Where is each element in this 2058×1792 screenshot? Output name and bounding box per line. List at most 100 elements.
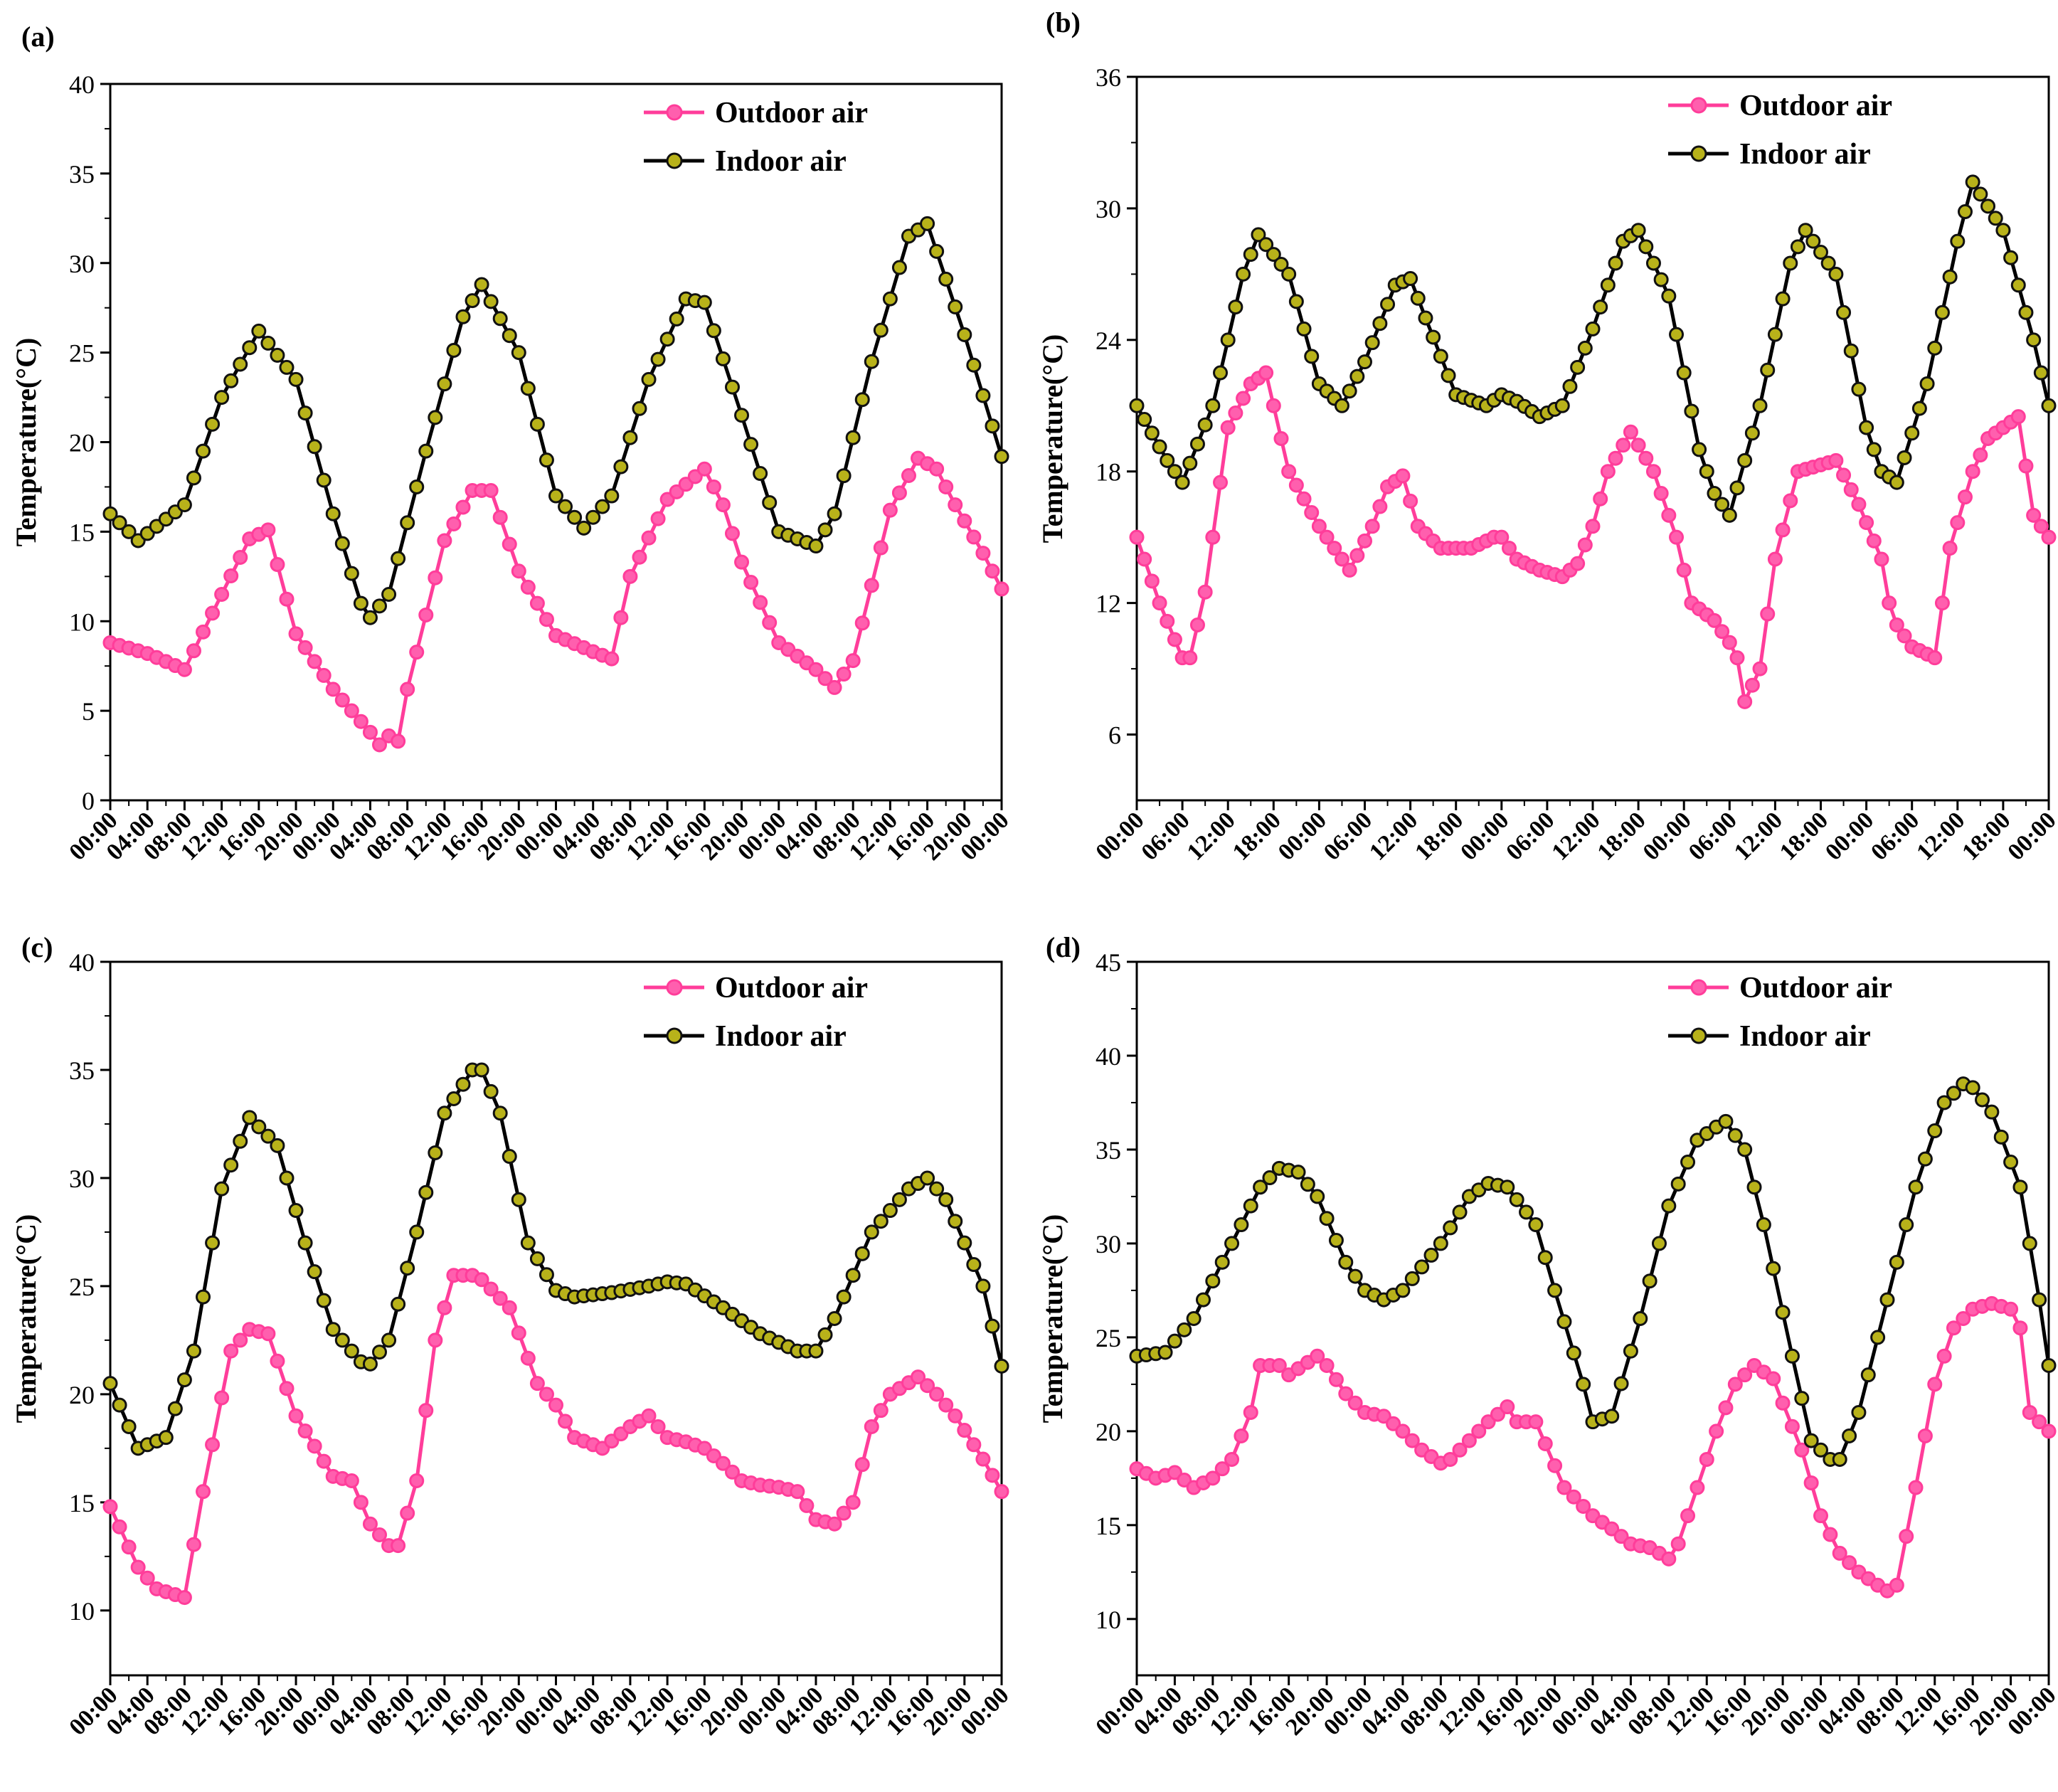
legend-label: Indoor air (715, 1020, 847, 1053)
data-point (307, 654, 322, 669)
data-point (1794, 1442, 1810, 1458)
data-point (1224, 1236, 1240, 1251)
data-point (1775, 291, 1791, 307)
legend-item-outdoor-air: Outdoor air (1668, 972, 1892, 1004)
data-point (474, 1062, 489, 1078)
data-point (1965, 174, 1980, 190)
data-point (242, 340, 258, 356)
data-point (1319, 1211, 1335, 1226)
data-point (1300, 1177, 1315, 1192)
data-point (1494, 529, 1510, 545)
data-point (1395, 1283, 1411, 1298)
data-point (391, 733, 406, 749)
data-point (1613, 1376, 1629, 1391)
data-point (1842, 1555, 1857, 1571)
data-point (1936, 1348, 1952, 1364)
data-point (1213, 365, 1229, 381)
data-point (1737, 1367, 1753, 1383)
data-point (1870, 1330, 1886, 1345)
data-point (2033, 519, 2049, 534)
data-point (1927, 1377, 1943, 1392)
data-point (1975, 1092, 1990, 1108)
data-point (428, 410, 443, 425)
y-tick-label: 35 (69, 160, 95, 189)
y-tick-label: 25 (69, 339, 95, 368)
data-point (344, 1473, 359, 1488)
data-point (1623, 424, 1638, 440)
series-line (108, 1068, 1004, 1451)
data-point (1661, 1198, 1677, 1214)
data-point (1418, 310, 1433, 326)
data-point (112, 1397, 127, 1413)
data-point (1727, 1128, 1743, 1143)
data-point (1403, 493, 1418, 509)
data-point (483, 1281, 499, 1297)
data-point (288, 1408, 304, 1423)
data-point (1752, 398, 1768, 413)
data-point (1347, 1268, 1363, 1284)
data-point (632, 549, 647, 565)
data-point (1288, 294, 1304, 309)
data-point (957, 1423, 972, 1438)
data-point (1927, 1123, 1943, 1139)
data-point (836, 1289, 852, 1305)
y-tick-label: 10 (1096, 1606, 1121, 1634)
data-point (1349, 548, 1365, 563)
data-point (1714, 497, 1730, 512)
data-point (1744, 425, 1760, 441)
data-point (1904, 425, 1920, 441)
y-tick-label: 40 (69, 948, 95, 977)
plot-frame (1135, 960, 2050, 1677)
data-point (1690, 1480, 1705, 1495)
data-point (483, 294, 499, 309)
data-point (2032, 1292, 2047, 1308)
data-point (1670, 1176, 1686, 1192)
panel-3: (d)1015202530354045Temperature(°C)00:000… (1036, 931, 2058, 1741)
data-point (641, 371, 657, 387)
data-point (372, 1345, 388, 1360)
x-tick-label: 06:00 (1684, 807, 1742, 865)
data-point (1727, 1377, 1743, 1392)
data-point (1234, 1428, 1249, 1443)
y-tick-label: 15 (1096, 1512, 1121, 1540)
data-point (1372, 499, 1388, 514)
data-point (372, 1527, 388, 1542)
data-point (214, 390, 230, 405)
y-tick-label: 30 (69, 250, 95, 278)
data-point (1160, 452, 1175, 468)
data-point (854, 615, 870, 631)
x-tick-label: 18:00 (1410, 807, 1468, 865)
data-point (186, 470, 201, 486)
data-point (632, 401, 647, 416)
data-point (1182, 455, 1198, 471)
legend-label: Indoor air (1739, 1020, 1871, 1053)
data-point (920, 1378, 935, 1394)
data-point (1784, 1348, 1800, 1364)
data-point (1281, 464, 1297, 479)
data-point (2022, 1236, 2037, 1251)
data-point (2003, 1155, 2019, 1170)
data-point (1386, 1416, 1401, 1431)
data-point (325, 506, 341, 521)
data-point (1950, 515, 1966, 531)
data-point (455, 309, 471, 324)
data-point (1271, 1357, 1287, 1373)
data-point (966, 529, 982, 545)
legend-marker (1690, 979, 1707, 996)
x-tick-label: 12:00 (1547, 807, 1605, 865)
data-point (576, 520, 592, 536)
data-point (492, 509, 508, 525)
data-point (1707, 486, 1722, 502)
data-point (1243, 1404, 1258, 1420)
data-point (483, 1083, 499, 1099)
data-point (1566, 1345, 1581, 1361)
data-point (891, 260, 907, 275)
data-point (1843, 482, 1859, 497)
data-point (613, 459, 629, 474)
data-point (2012, 1320, 2028, 1336)
x-tick-label: 06:00 (1319, 807, 1377, 865)
data-point (325, 682, 341, 697)
data-point (1676, 562, 1692, 578)
data-point (650, 351, 666, 367)
data-point (1182, 650, 1198, 666)
